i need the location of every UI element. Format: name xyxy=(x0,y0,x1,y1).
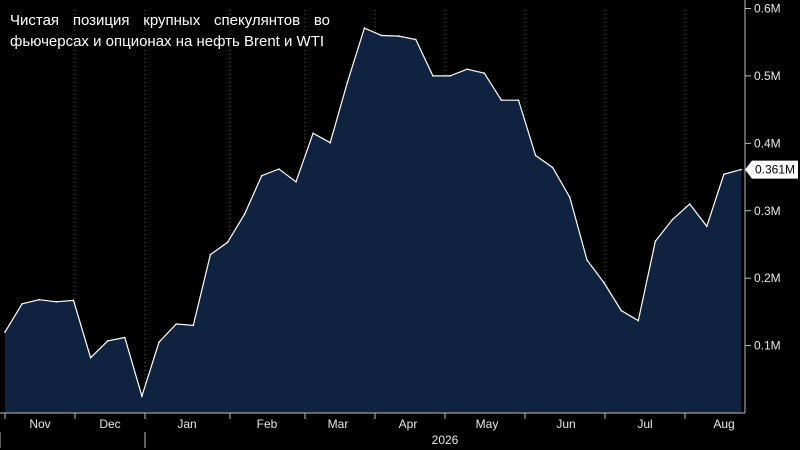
data-point xyxy=(260,174,263,177)
last-value-marker: 0.361M xyxy=(745,160,798,179)
y-tick-label: 0.1M xyxy=(754,339,781,353)
data-point xyxy=(38,298,40,301)
data-point xyxy=(466,68,468,70)
data-point xyxy=(603,282,605,284)
x-axis: Nov Dec Jan Feb Mar Apr May Jun Jul Aug 2026 xyxy=(0,412,745,448)
data-point xyxy=(637,319,640,322)
data-point xyxy=(723,173,725,176)
x-tick-label: Jun xyxy=(556,417,575,431)
data-point xyxy=(278,168,280,170)
area-series xyxy=(4,27,742,413)
x-tick-label: Feb xyxy=(257,417,278,431)
data-point xyxy=(517,99,520,101)
data-point xyxy=(586,259,588,261)
x-tick-label: Aug xyxy=(713,417,734,431)
data-point xyxy=(551,166,554,169)
x-tick-label: Jan xyxy=(177,417,196,431)
data-point xyxy=(620,309,622,312)
data-point xyxy=(671,218,674,221)
data-point xyxy=(72,299,75,302)
data-point xyxy=(106,340,109,342)
data-point xyxy=(432,75,434,77)
y-tick-label: 0.4M xyxy=(754,136,781,150)
data-point xyxy=(363,27,366,29)
data-point xyxy=(21,303,23,305)
data-point xyxy=(4,331,6,333)
x-tick-label: Dec xyxy=(99,417,120,431)
data-point xyxy=(141,395,143,397)
data-point xyxy=(55,301,58,303)
data-point xyxy=(124,336,126,339)
data-point xyxy=(175,323,177,325)
data-point xyxy=(483,72,486,74)
last-value-label: 0.361M xyxy=(755,163,795,177)
data-point xyxy=(380,34,383,37)
y-axis: 0.1M 0.2M 0.3M 0.4M 0.5M 0.6M xyxy=(744,0,781,413)
x-tick-label: Jul xyxy=(637,417,652,431)
data-point xyxy=(226,241,229,244)
data-point xyxy=(415,38,417,41)
data-point xyxy=(449,75,451,77)
data-point xyxy=(740,168,742,171)
data-point xyxy=(346,81,349,84)
data-point xyxy=(243,213,246,215)
data-point xyxy=(329,141,332,144)
data-point xyxy=(158,341,160,344)
last-value-tag xyxy=(745,160,798,179)
x-tick-label: Apr xyxy=(399,417,418,431)
y-tick-label: 0.5M xyxy=(754,69,781,83)
x-tick-label: May xyxy=(476,417,499,431)
data-point xyxy=(569,196,571,199)
chart-title: Чистая позиция крупных спекулянтов во фь… xyxy=(10,12,330,50)
data-point xyxy=(295,181,297,183)
data-point xyxy=(397,35,400,37)
x-tick-label: Mar xyxy=(328,417,349,431)
data-point xyxy=(654,240,657,242)
data-point xyxy=(89,356,92,359)
y-tick-label: 0.3M xyxy=(754,204,781,218)
data-point xyxy=(688,203,691,205)
x-tick-label: Nov xyxy=(29,417,50,431)
y-tick-label: 0.2M xyxy=(754,271,781,285)
data-point xyxy=(192,324,195,327)
area-fill xyxy=(5,28,741,413)
y-tick-label: 0.6M xyxy=(754,2,781,16)
data-point xyxy=(312,132,314,134)
year-label: 2026 xyxy=(432,433,459,447)
data-point xyxy=(534,154,537,157)
series-line xyxy=(4,27,742,399)
data-point xyxy=(500,99,503,101)
data-point xyxy=(209,253,212,256)
data-point xyxy=(706,225,708,228)
